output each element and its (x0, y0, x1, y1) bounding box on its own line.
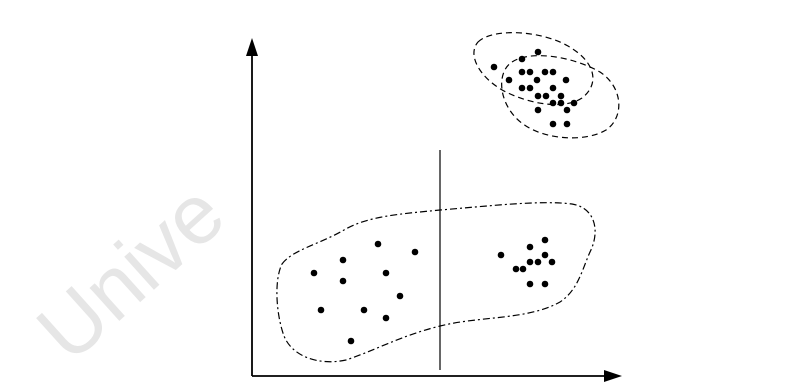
data-point (557, 99, 565, 107)
data-point (541, 68, 549, 76)
axes (251, 54, 608, 377)
data-point (339, 256, 347, 264)
data-point (396, 292, 404, 300)
data-point (548, 258, 556, 266)
data-point (382, 314, 390, 322)
data-point (310, 269, 318, 277)
data-point (518, 84, 526, 92)
data-point (542, 92, 550, 100)
data-point (526, 243, 534, 251)
data-point (534, 92, 542, 100)
x-axis-arrowhead (604, 370, 622, 382)
data-point (526, 68, 534, 76)
data-point (526, 280, 534, 288)
data-point (534, 258, 542, 266)
cluster-outline-bottom (276, 202, 596, 363)
data-point (541, 251, 549, 259)
y-axis-arrowhead (246, 38, 258, 56)
data-point (518, 55, 526, 63)
data-point (512, 265, 520, 273)
data-point (505, 76, 513, 84)
data-point (497, 251, 505, 259)
data-point (563, 106, 571, 114)
data-point (563, 120, 571, 128)
data-point (382, 269, 390, 277)
watermark-text: Unive (19, 165, 242, 379)
points-top-right-cluster (526, 76, 578, 128)
points-bottom-left-group (310, 240, 419, 345)
data-point (411, 248, 419, 256)
data-point (360, 306, 368, 314)
data-point (534, 48, 542, 56)
data-point (490, 63, 498, 71)
cluster-outline-top-right (501, 55, 620, 139)
data-point (549, 120, 557, 128)
data-point (526, 84, 534, 92)
data-point (526, 258, 534, 266)
data-point (562, 76, 570, 84)
data-point (534, 106, 542, 114)
data-point (541, 236, 549, 244)
cluster-outline-top-left (473, 32, 594, 106)
data-point (374, 240, 382, 248)
data-point (557, 92, 565, 100)
data-point (541, 280, 549, 288)
data-point (549, 84, 557, 92)
data-point (519, 265, 527, 273)
data-point (549, 68, 557, 76)
data-point (347, 337, 355, 345)
points-bottom-right-group (497, 236, 556, 288)
data-point (570, 99, 578, 107)
data-point (317, 306, 325, 314)
data-point (339, 277, 347, 285)
points-top-left-cluster (490, 48, 557, 92)
data-point (518, 68, 526, 76)
data-point (549, 99, 557, 107)
data-point (533, 76, 541, 84)
